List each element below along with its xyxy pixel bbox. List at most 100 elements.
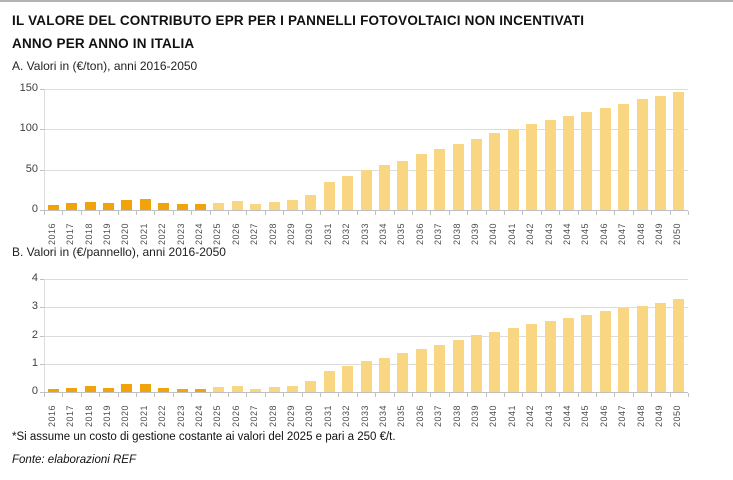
bar-2044 — [562, 116, 574, 210]
bar-2037 — [434, 345, 446, 392]
footnote: *Si assume un costo di gestione costante… — [12, 431, 396, 443]
bar-2050 — [673, 299, 685, 392]
x-axis-tick — [522, 211, 524, 215]
x-axis-tick — [412, 393, 413, 397]
x-axis-tick — [99, 211, 101, 215]
x-axis-tick — [154, 393, 156, 397]
x-tick-label: 2016 — [46, 404, 57, 427]
bar-2025 — [213, 387, 225, 392]
x-axis-tick — [522, 393, 524, 397]
bar-2046 — [599, 108, 611, 210]
x-axis-tick — [246, 393, 248, 397]
y-axis-tick — [40, 129, 44, 131]
bar-2024 — [194, 204, 206, 210]
x-axis-tick — [651, 393, 653, 397]
x-axis-tick — [467, 393, 469, 397]
bar-2019 — [102, 203, 114, 210]
x-axis-tick — [44, 211, 45, 215]
x-axis-tick — [136, 393, 137, 397]
x-tick-label: 2028 — [267, 404, 278, 427]
x-tick-label: 2036 — [414, 404, 425, 427]
x-tick-label: 2042 — [525, 404, 536, 427]
bar-2034 — [378, 165, 390, 210]
bar-2017 — [66, 203, 78, 210]
bar-2028 — [268, 202, 280, 210]
bar-2031 — [323, 182, 335, 210]
y-tick-label: 150 — [19, 82, 38, 94]
bar-2035 — [397, 161, 409, 210]
bar-2021 — [139, 384, 151, 392]
bar-2027 — [250, 389, 262, 392]
x-axis-tick — [430, 211, 432, 215]
bar-2016 — [47, 389, 59, 392]
x-tick-label: 2032 — [341, 404, 352, 427]
x-axis-tick — [62, 393, 64, 397]
bar-2045 — [581, 112, 593, 210]
x-axis-tick — [80, 393, 82, 397]
bar-2039 — [470, 139, 482, 210]
x-tick-label: 2034 — [377, 404, 388, 427]
x-axis-tick — [467, 211, 469, 215]
bar-2038 — [452, 340, 464, 392]
bar-2023 — [176, 204, 188, 210]
x-tick-label: 2045 — [580, 404, 591, 427]
x-tick-label: 2038 — [451, 404, 462, 427]
x-axis-tick — [596, 211, 597, 215]
x-axis-tick — [320, 393, 321, 397]
x-axis-tick — [228, 393, 229, 397]
figure-title-line2: ANNO PER ANNO IN ITALIA — [12, 36, 195, 51]
y-axis-tick — [40, 169, 44, 171]
x-tick-label: 2022 — [157, 404, 168, 427]
y-tick-label: 2 — [31, 328, 38, 341]
bar-2024 — [194, 389, 206, 392]
bar-2018 — [84, 386, 96, 392]
bar-2044 — [562, 318, 574, 392]
bar-2033 — [360, 361, 372, 392]
x-axis-tick — [154, 211, 156, 215]
bar-2034 — [378, 358, 390, 392]
x-axis-tick — [485, 393, 487, 397]
y-axis-tick — [40, 210, 44, 211]
bar-2032 — [342, 176, 354, 210]
bar-2027 — [250, 204, 262, 210]
x-axis-tick — [614, 393, 616, 397]
y-tick-label: 100 — [19, 122, 38, 135]
x-tick-label: 2041 — [506, 404, 517, 427]
x-tick-label: 2044 — [561, 404, 572, 427]
bar-2022 — [158, 388, 170, 392]
x-axis-tick — [172, 393, 174, 397]
x-tick-label: 2027 — [249, 404, 260, 427]
bar-2020 — [121, 200, 133, 210]
x-axis-tick — [412, 211, 413, 215]
x-axis-tick — [356, 393, 358, 397]
x-tick-label: 2043 — [543, 404, 554, 427]
x-axis-tick — [632, 211, 634, 215]
y-axis-tick — [40, 307, 44, 309]
bar-2048 — [636, 99, 648, 210]
bar-2019 — [102, 388, 114, 392]
x-axis-tick — [320, 211, 321, 215]
x-tick-label: 2025 — [212, 404, 223, 427]
bar-2032 — [342, 366, 354, 392]
bar-2047 — [618, 308, 630, 392]
x-axis-tick — [485, 211, 487, 215]
bar-2022 — [158, 203, 170, 210]
y-axis-tick — [40, 363, 44, 365]
x-axis-tick — [688, 393, 689, 397]
x-tick-label: 2029 — [285, 404, 296, 427]
y-tick-label: 0 — [31, 385, 38, 397]
x-axis-tick — [393, 393, 395, 397]
x-axis-line — [44, 392, 688, 393]
x-tick-label: 2019 — [101, 404, 112, 427]
bar-2026 — [231, 386, 243, 392]
bar-2046 — [599, 311, 611, 392]
x-axis-tick — [614, 211, 616, 215]
gridline — [44, 307, 688, 309]
x-axis-tick — [172, 211, 174, 215]
bar-2029 — [286, 200, 298, 210]
x-axis-line — [44, 210, 688, 211]
x-tick-label: 2020 — [120, 404, 131, 427]
x-tick-label: 2026 — [230, 404, 241, 427]
x-tick-label: 2046 — [598, 404, 609, 427]
